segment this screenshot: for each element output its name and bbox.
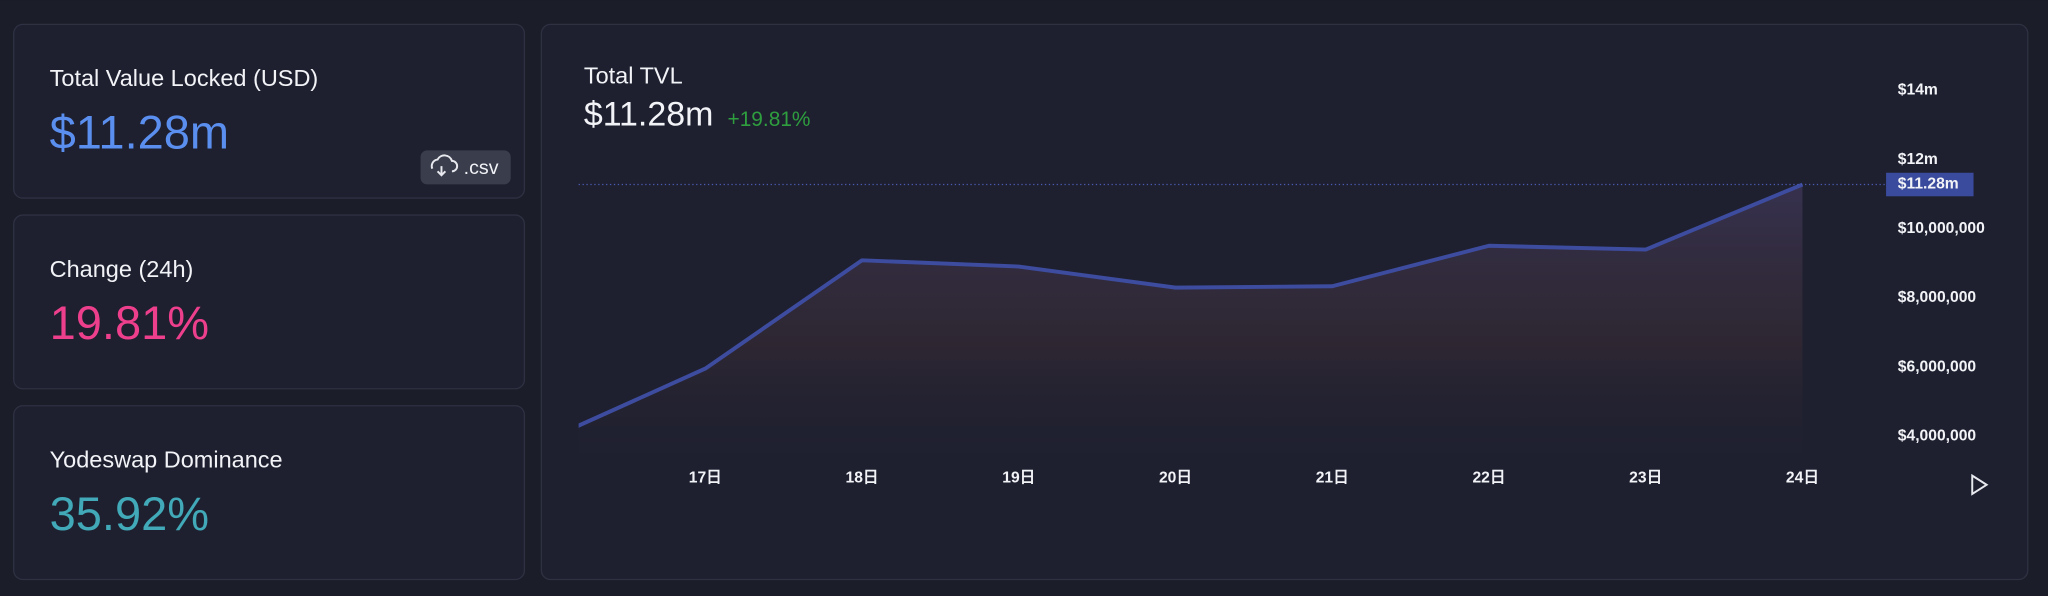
headline-change: +19.81% — [728, 108, 811, 131]
x-tick-label: 20日 — [1159, 468, 1192, 486]
plot — [578, 182, 1804, 455]
y-tick-label: $6,000,000 — [1898, 358, 1977, 375]
x-tick-label: 21日 — [1316, 468, 1349, 486]
y-tick-label: $14m — [1898, 82, 1938, 99]
x-tick-label: 22日 — [1472, 468, 1505, 486]
stat-title: Yodeswap Dominance — [50, 446, 283, 472]
stat-value: 35.92% — [50, 487, 209, 540]
y-tick-label: $4,000,000 — [1898, 428, 1977, 445]
csv-button[interactable] — [420, 150, 511, 185]
stat-value: $11.28m — [50, 105, 229, 158]
line — [578, 182, 1804, 428]
x-tick-label: 17日 — [689, 468, 722, 486]
stat-title: Total Value Locked (USD) — [50, 65, 319, 91]
y-tick-label: $8,000,000 — [1898, 289, 1977, 306]
price-tag-label: $11.28m — [1898, 176, 1959, 193]
y-tick-label: $10,000,000 — [1898, 220, 1985, 237]
stat-card — [13, 23, 526, 199]
stat-title: Change (24h) — [50, 256, 194, 282]
x-tick-label: 23日 — [1629, 468, 1662, 486]
headline-value: $11.28m — [584, 95, 714, 133]
stat-cards: Total Value Locked (USD) $11.28m Change (2… — [13, 23, 526, 581]
area — [578, 184, 1803, 455]
csv-label: .csv — [464, 157, 499, 179]
stat-value: 19.81% — [50, 296, 209, 349]
play-button[interactable] — [1971, 473, 1989, 496]
stat-card — [13, 405, 526, 581]
price-tag — [1886, 172, 1974, 197]
download-icon — [430, 154, 459, 177]
x-tick-label: 18日 — [846, 468, 879, 486]
y-tick-label: $12m — [1898, 151, 1938, 168]
x-tick-label: 19日 — [1002, 468, 1035, 486]
chart-title: Total TVL — [584, 62, 683, 88]
x-tick-label: 24日 — [1786, 468, 1819, 486]
stat-card — [13, 214, 526, 390]
